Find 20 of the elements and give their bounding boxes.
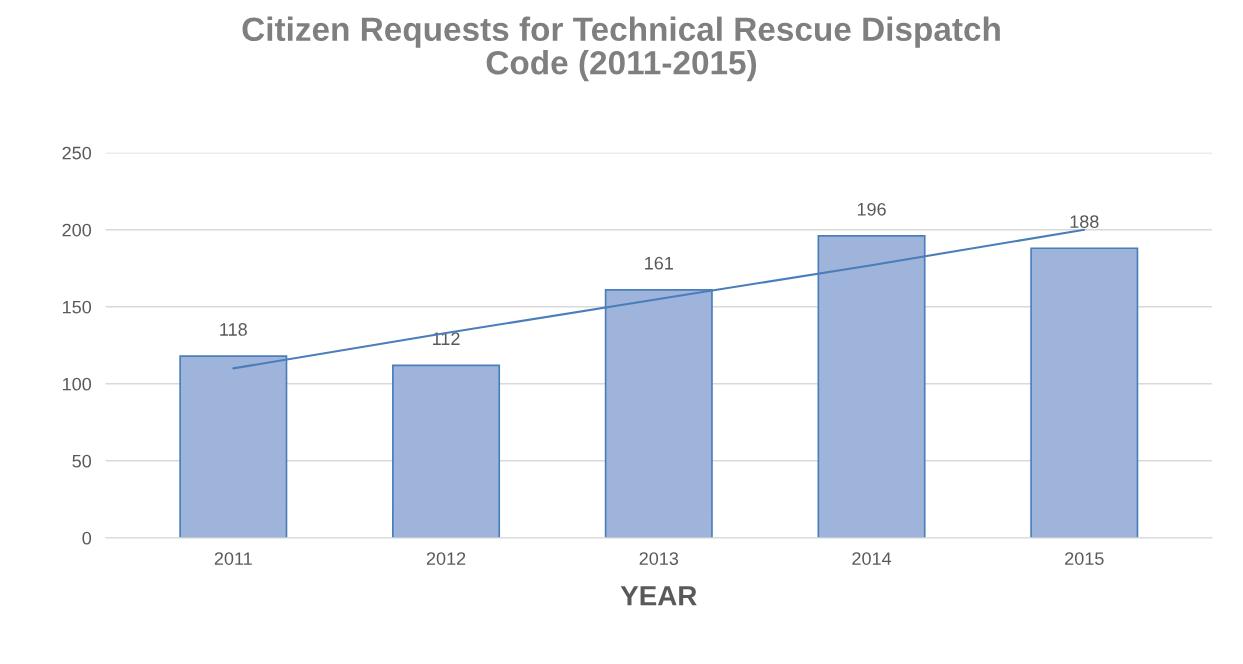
data-label: 161	[645, 256, 673, 270]
data-label: 112	[433, 332, 460, 345]
chart-title: Citizen Requests for Technical Rescue Dispatch Code (2011-2015)	[242, 16, 1000, 82]
y-tick-label: 150	[63, 300, 92, 314]
y-tick-label: 250	[62, 146, 92, 160]
x-axis-title: YEAR	[620, 586, 697, 606]
bar	[392, 364, 501, 538]
bar	[1030, 247, 1139, 538]
y-tick-label: 50	[72, 454, 92, 468]
x-tick-label: 2013	[639, 552, 679, 565]
y-tick-label: 100	[63, 377, 92, 391]
x-tick-label: 2015	[1065, 552, 1104, 565]
x-tick-label: 2011	[214, 552, 252, 565]
x-tick-label: 2012	[426, 552, 466, 565]
data-label: 196	[857, 202, 886, 216]
y-tick-label: 0	[82, 531, 92, 545]
data-label: 118	[220, 323, 247, 336]
data-label: 188	[1070, 215, 1099, 228]
y-tick-label: 200	[62, 223, 92, 237]
x-tick-label: 2014	[852, 552, 892, 565]
